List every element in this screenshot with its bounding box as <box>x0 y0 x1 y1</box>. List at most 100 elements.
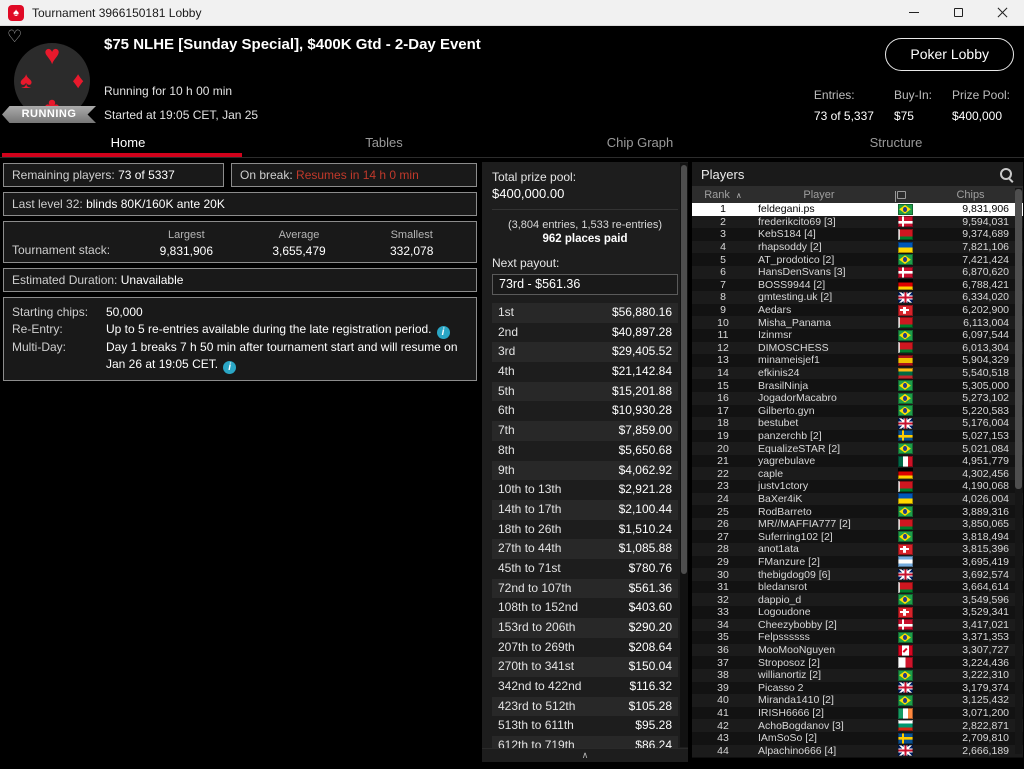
player-row[interactable]: 32 dappio_d 3,549,596 <box>692 593 1023 606</box>
player-name: anot1ata <box>758 543 799 556</box>
player-chips: 5,273,102 <box>962 392 1009 405</box>
players-title: Players <box>701 166 745 182</box>
players-scrollbar-thumb[interactable] <box>1015 189 1022 489</box>
player-row[interactable]: 41 IRISH6666 [2] 3,071,200 <box>692 706 1023 720</box>
tab-home[interactable]: Home <box>110 135 146 150</box>
player-rank: 1 <box>720 203 726 216</box>
payouts-scrollbar[interactable] <box>680 163 688 747</box>
player-row[interactable]: 40 Miranda1410 [2] 3,125,432 <box>692 694 1023 707</box>
player-row[interactable]: 43 IAmSoSo [2] 2,709,810 <box>692 731 1023 745</box>
tab-tables[interactable]: Tables <box>365 135 403 150</box>
player-row[interactable]: 29 FManzure [2] 3,695,419 <box>692 555 1023 569</box>
player-row[interactable]: 44 Alpachino666 [4] 2,666,189 <box>692 744 1023 758</box>
player-row[interactable]: 6 HansDenSvans [3] 6,870,620 <box>692 265 1023 279</box>
tab-structure[interactable]: Structure <box>869 135 923 150</box>
player-column-header[interactable]: Player <box>803 188 835 201</box>
close-button[interactable] <box>980 0 1024 25</box>
player-row[interactable]: 9 Aedars 6,202,900 <box>692 303 1023 317</box>
player-row[interactable]: 33 Logoudone 3,529,341 <box>692 606 1023 619</box>
player-chips: 5,540,518 <box>962 367 1009 380</box>
poker-lobby-button[interactable]: Poker Lobby <box>885 38 1014 71</box>
player-flag-cell <box>890 455 920 467</box>
player-row[interactable]: 18 bestubet 5,176,004 <box>692 417 1023 430</box>
se-flag-icon <box>897 732 913 744</box>
chips-column-header[interactable]: Chips <box>956 188 985 201</box>
player-row[interactable]: 25 RodBarreto 3,889,316 <box>692 505 1023 518</box>
player-row[interactable]: 22 caple 4,302,456 <box>692 467 1023 481</box>
player-row[interactable]: 30 thebigdog09 [6] 3,692,574 <box>692 568 1023 581</box>
player-row[interactable]: 38 willianortiz [2] 3,222,310 <box>692 668 1023 682</box>
player-row[interactable]: 28 anot1ata 3,815,396 <box>692 543 1023 556</box>
player-row[interactable]: 11 Izinmsr 6,097,544 <box>692 328 1023 342</box>
player-row[interactable]: 3 KebS184 [4] 9,374,689 <box>692 228 1023 241</box>
player-row[interactable]: 42 AchoBogdanov [3] 2,822,871 <box>692 719 1023 732</box>
player-name: JogadorMacabro <box>758 392 837 405</box>
player-row[interactable]: 31 bledansrot 3,664,614 <box>692 580 1023 594</box>
player-chips: 3,307,727 <box>962 644 1009 657</box>
player-row[interactable]: 10 Misha_Panama 6,113,004 <box>692 316 1023 329</box>
player-row[interactable]: 19 panzerchb [2] 5,027,153 <box>692 429 1023 443</box>
player-rank: 23 <box>717 480 729 493</box>
player-row[interactable]: 12 DIMOSCHESS 6,013,304 <box>692 341 1023 355</box>
player-row[interactable]: 17 Gilberto.gyn 5,220,583 <box>692 404 1023 418</box>
player-row[interactable]: 27 Suferring102 [2] 3,818,494 <box>692 530 1023 544</box>
player-row[interactable]: 39 Picasso 2 3,179,374 <box>692 681 1023 695</box>
br-flag-icon <box>897 594 913 606</box>
payout-place: 5th <box>498 383 515 398</box>
collapse-chevron-icon[interactable] <box>482 748 688 762</box>
buyin-stat: Buy-In: $75 <box>894 88 932 123</box>
maximize-button[interactable] <box>936 0 980 25</box>
player-row[interactable]: 24 BaXer4iK 4,026,004 <box>692 492 1023 506</box>
player-rank: 9 <box>720 304 726 317</box>
player-row[interactable]: 8 gmtesting.uk [2] 6,334,020 <box>692 291 1023 304</box>
player-row[interactable]: 26 MR//MAFFIA777 [2] 3,850,065 <box>692 517 1023 531</box>
last-level-box: Last level 32: blinds 80K/160K ante 20K <box>3 192 477 216</box>
player-chips: 3,224,436 <box>962 656 1009 669</box>
info-icon[interactable] <box>436 326 450 339</box>
player-row[interactable]: 14 efkinis24 5,540,518 <box>692 366 1023 380</box>
player-chips: 4,026,004 <box>962 492 1009 505</box>
remaining-players-box: Remaining players: 73 of 5337 <box>3 163 224 187</box>
player-chips: 3,529,341 <box>962 606 1009 619</box>
player-chips: 5,176,004 <box>962 417 1009 430</box>
player-row[interactable]: 23 justv1ctory 4,190,068 <box>692 480 1023 493</box>
on-break-value: Resumes in 14 h 0 min <box>296 168 419 182</box>
player-name: Picasso 2 <box>758 681 804 694</box>
event-title: $75 NLHE [Sunday Special], $400K Gtd - 2… <box>104 36 481 53</box>
player-row[interactable]: 2 frederikcito69 [3] 9,594,031 <box>692 215 1023 229</box>
player-name: rhapsoddy [2] <box>758 241 822 254</box>
player-row[interactable]: 36 MooMooNguyen 3,307,727 <box>692 643 1023 657</box>
player-flag-cell <box>890 203 920 215</box>
player-row[interactable]: 1 feldegani.ps 9,831,906 <box>692 203 1023 216</box>
payout-row: 5th $15,201.88 <box>492 381 678 402</box>
player-row[interactable]: 37 Stroposoz [2] 3,224,436 <box>692 656 1023 669</box>
players-panel-header: Players <box>692 162 1023 186</box>
minimize-button[interactable] <box>892 0 936 25</box>
player-row[interactable]: 34 Cheezybobby [2] 3,417,021 <box>692 618 1023 632</box>
stack-largest: Largest 9,831,906 <box>130 229 243 258</box>
player-row[interactable]: 21 yagrebulave 4,951,779 <box>692 454 1023 468</box>
player-row[interactable]: 13 minameisjef1 5,904,329 <box>692 354 1023 367</box>
payouts-scrollbar-thumb[interactable] <box>681 165 687 574</box>
payout-place: 207th to 269th <box>498 639 575 654</box>
favorite-heart-icon[interactable] <box>7 27 22 47</box>
flag-column-header[interactable] <box>884 190 918 202</box>
player-chips: 6,113,004 <box>963 316 1009 329</box>
player-row[interactable]: 4 rhapsoddy [2] 7,821,106 <box>692 240 1023 254</box>
payout-amount: $403.60 <box>628 600 672 615</box>
player-row[interactable]: 7 BOSS9944 [2] 6,788,421 <box>692 278 1023 292</box>
player-row[interactable]: 20 EqualizeSTAR [2] 5,021,084 <box>692 442 1023 455</box>
player-row[interactable]: 5 AT_prodotico [2] 7,421,424 <box>692 253 1023 266</box>
rank-column-header[interactable]: Rank <box>692 189 754 201</box>
player-chips: 5,904,329 <box>962 354 1009 367</box>
player-row[interactable]: 16 JogadorMacabro 5,273,102 <box>692 391 1023 405</box>
search-icon[interactable] <box>999 167 1014 182</box>
player-row[interactable]: 35 Felpssssss 3,371,353 <box>692 631 1023 644</box>
player-rank: 36 <box>717 644 729 657</box>
tab-chip-graph[interactable]: Chip Graph <box>606 135 674 150</box>
player-row[interactable]: 15 BrasilNinja 5,305,000 <box>692 379 1023 392</box>
player-name: panzerchb [2] <box>758 429 822 442</box>
player-rank: 41 <box>717 707 729 720</box>
players-scrollbar[interactable] <box>1015 188 1022 754</box>
info-icon[interactable] <box>223 361 237 374</box>
